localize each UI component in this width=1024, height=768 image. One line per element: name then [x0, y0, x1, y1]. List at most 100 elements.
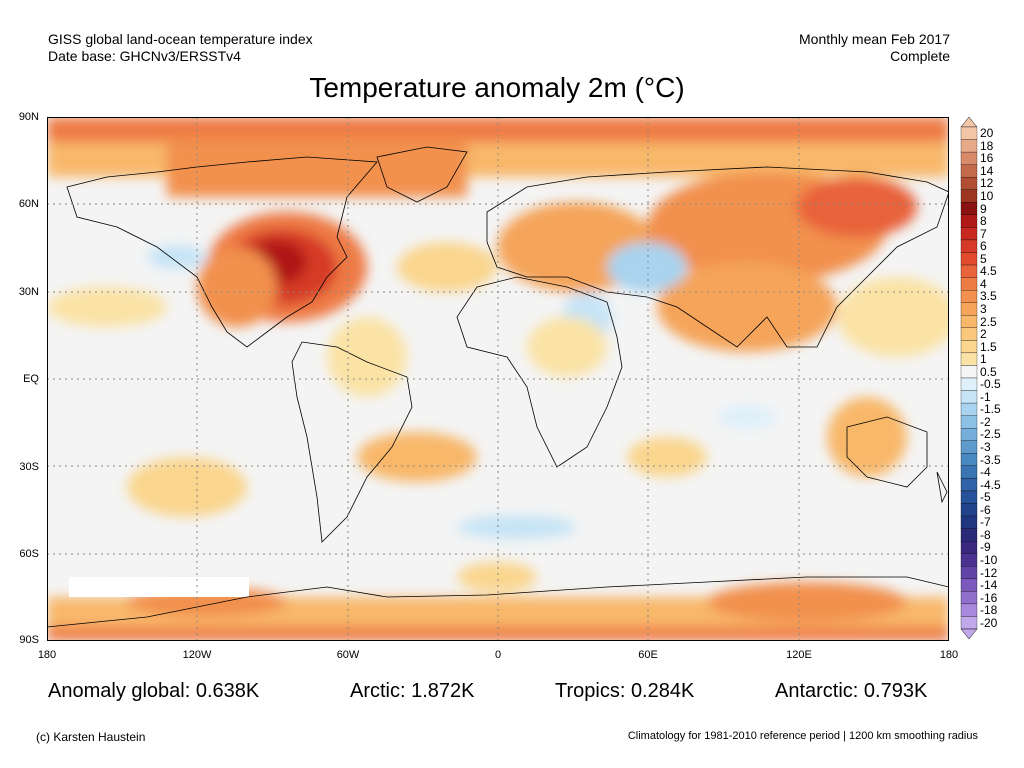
colorbar-tick-label: 18	[980, 138, 994, 153]
colorbar-cell	[960, 252, 978, 266]
lon-label: 120E	[786, 649, 812, 661]
colorbar-tick-label: 10	[980, 189, 994, 204]
colorbar-cell	[960, 591, 978, 605]
header-left: GISS global land-ocean temperature index…	[48, 31, 313, 65]
lon-label: 180	[939, 649, 959, 661]
colorbar-tick-label: 4.5	[980, 264, 997, 279]
colorbar-cell	[960, 515, 978, 529]
colorbar-cell	[960, 239, 978, 253]
colorbar-tick-label: -2	[980, 414, 991, 429]
colorbar-cell	[960, 202, 978, 216]
colorbar-tick-label: -10	[980, 552, 998, 567]
colorbar-tick-label: -18	[980, 603, 998, 618]
colorbar-tick-label: -12	[980, 565, 998, 580]
lat-label: 60N	[18, 198, 39, 210]
colorbar-cell	[960, 126, 978, 140]
colorbar-tick-label: -3.5	[980, 452, 1001, 467]
colorbar-cell	[960, 603, 978, 617]
colorbar-cell	[960, 440, 978, 454]
colorbar-tick-label: 2	[980, 327, 987, 342]
colorbar-tick-label: 7	[980, 226, 987, 241]
graticule	[47, 117, 949, 641]
colorbar-tick-label: -8	[980, 527, 991, 542]
colorbar-tick-label: 2.5	[980, 314, 997, 329]
colorbar-cell	[960, 566, 978, 579]
anomaly-map	[47, 117, 949, 641]
colorbar-tick-label: -9	[980, 540, 991, 555]
lon-label: 120W	[182, 649, 212, 661]
colorbar-cell	[960, 189, 978, 203]
colorbar-tick-label: 6	[980, 239, 987, 254]
colorbar-tick-label: -0.5	[980, 377, 1001, 392]
status-label: Complete	[890, 48, 950, 64]
colorbar-tick-label: -2.5	[980, 427, 1001, 442]
colorbar-tick-label: 12	[980, 176, 994, 191]
colorbar-cell	[960, 302, 978, 316]
lon-label: 0	[494, 649, 502, 661]
colorbar-tick-label: 14	[980, 163, 994, 178]
colorbar-cell	[960, 340, 978, 354]
colorbar-cell	[960, 478, 978, 492]
colorbar-cell	[960, 327, 978, 341]
colorbar-tick-label: -14	[980, 578, 998, 593]
lon-label: 180	[37, 649, 57, 661]
colorbar-tick-label: 3	[980, 301, 987, 316]
map-title: Temperature anomaly 2m (°C)	[309, 72, 685, 103]
colorbar-cell	[960, 227, 978, 241]
colorbar-tick-label: -1	[980, 389, 991, 404]
period-label: Monthly mean Feb 2017	[799, 31, 950, 47]
colorbar-tick-label: 5	[980, 251, 987, 266]
colorbar-cell	[960, 428, 978, 441]
colorbar-cell	[960, 177, 978, 190]
colorbar-cell	[960, 490, 978, 504]
no-data-patch	[69, 577, 249, 597]
colorbar-tick-label: -16	[980, 590, 998, 605]
colorbar-top-arrow	[960, 117, 978, 128]
lat-label: 30N	[18, 286, 39, 298]
lat-label: 90N	[18, 111, 39, 123]
colorbar-cell	[960, 616, 978, 630]
colorbar-cell	[960, 528, 978, 542]
colorbar-tick-label: 0.5	[980, 364, 997, 379]
colorbar-cell	[960, 402, 978, 416]
colorbar-cell	[960, 465, 978, 479]
colorbar-tick-label: 16	[980, 151, 994, 166]
colorbar-cell	[960, 503, 978, 517]
colorbar-tick-label: 1	[980, 352, 987, 367]
colorbar	[960, 117, 978, 639]
lon-label: 60W	[336, 649, 360, 661]
credit: (c) Karsten Haustein	[36, 730, 146, 744]
lat-label: 30S	[19, 461, 39, 473]
colorbar-cell	[960, 164, 978, 178]
stat-tropics: Tropics: 0.284K	[555, 680, 695, 702]
colorbar-tick-label: 1.5	[980, 339, 997, 354]
colorbar-tick-label: 20	[980, 126, 994, 141]
colorbar-cell	[960, 151, 978, 165]
colorbar-tick-label: -5	[980, 490, 991, 505]
colorbar-cell	[960, 264, 978, 278]
colorbar-cell	[960, 139, 978, 153]
lat-label: 90S	[19, 634, 39, 646]
methodology-note: Climatology for 1981-2010 reference peri…	[627, 730, 978, 742]
colorbar-tick-label: -1.5	[980, 402, 1001, 417]
colorbar-tick-label: -4.5	[980, 477, 1001, 492]
colorbar-bottom-arrow	[960, 628, 978, 639]
lat-label: EQ	[23, 373, 39, 385]
colorbar-tick-label: 8	[980, 214, 987, 229]
coastlines	[47, 146, 949, 628]
header-right: Monthly mean Feb 2017 Complete	[799, 31, 950, 65]
colorbar-cell	[960, 214, 978, 228]
map-frame	[47, 117, 949, 641]
lat-label: 60S	[19, 548, 39, 560]
colorbar-cell	[960, 553, 978, 567]
colorbar-tick-label: -6	[980, 502, 991, 517]
colorbar-cell	[960, 377, 978, 391]
stat-antarctic: Antarctic: 0.793K	[775, 680, 928, 702]
colorbar-cell	[960, 365, 978, 379]
data-base-label: Date base: GHCNv3/ERSSTv4	[48, 48, 241, 64]
colorbar-tick-label: -20	[980, 615, 998, 630]
lon-label: 60E	[638, 649, 658, 661]
colorbar-cell	[960, 390, 978, 404]
dataset-title: GISS global land-ocean temperature index	[48, 31, 313, 47]
colorbar-cell	[960, 453, 978, 466]
